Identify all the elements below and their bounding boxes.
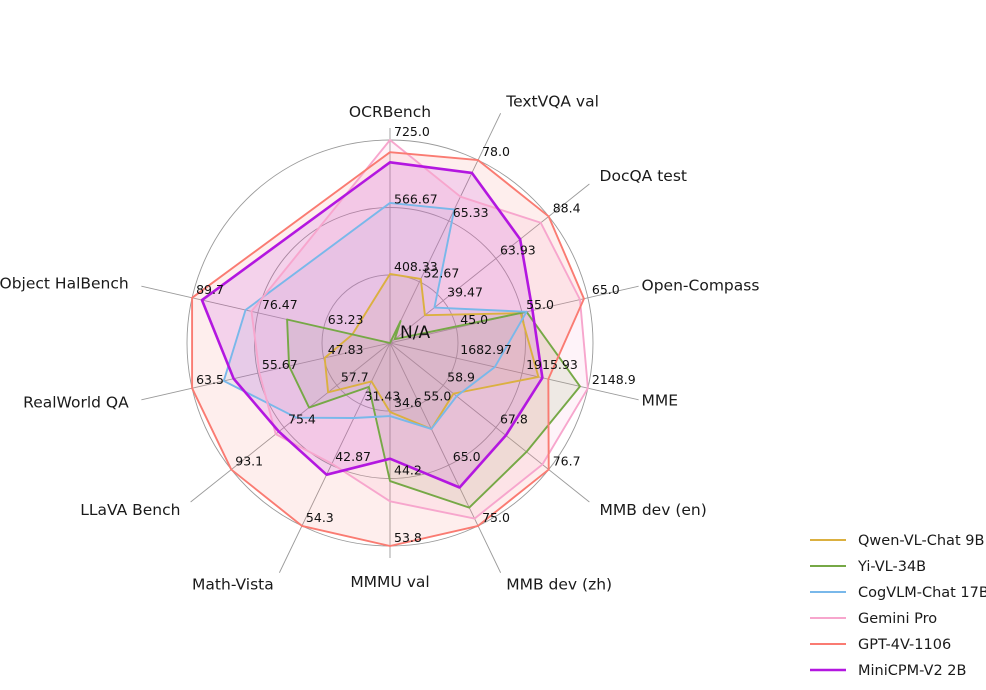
tick-label: 67.8 <box>500 411 528 426</box>
axis-spoke-realworld-qa <box>141 342 391 401</box>
tick-label: 34.6 <box>394 395 422 410</box>
spoke-layer <box>141 113 639 573</box>
series-line-gpt-4v-1106 <box>191 151 585 547</box>
tick-label: 1682.97 <box>460 342 512 357</box>
axis-spoke-docqa-test <box>389 183 590 344</box>
tick-label: 65.0 <box>453 449 481 464</box>
series-line-gemini-pro <box>250 139 589 520</box>
tick-label: 47.83 <box>328 342 364 357</box>
tick-label: 75.4 <box>288 411 316 426</box>
tick-label: 2148.9 <box>592 372 636 387</box>
axis-spoke-mme <box>389 342 639 401</box>
axis-label-docqa-test: DocQA test <box>600 167 687 185</box>
legend-label-gemini-pro[interactable]: Gemini Pro <box>858 611 937 627</box>
tick-label: 63.5 <box>196 372 224 387</box>
tick-label: 52.67 <box>423 266 459 281</box>
tick-label: 65.33 <box>453 205 489 220</box>
tick-label: 55.0 <box>526 297 554 312</box>
tick-label: 55.67 <box>262 357 298 372</box>
tick-label: 45.0 <box>460 312 488 327</box>
tick-label: 88.4 <box>553 200 581 215</box>
tick-label: 566.67 <box>394 192 438 207</box>
axis-spoke-mmb-dev-zh- <box>389 342 502 573</box>
tick-label: 39.47 <box>447 285 483 300</box>
axis-label-mme: MME <box>642 391 679 409</box>
series-line-cogvlm-chat-17b <box>222 201 528 430</box>
series-area-qwen-vl-chat-9b <box>324 273 539 429</box>
legend[interactable]: Qwen-VL-Chat 9B Yi-VL-34B CogVLM-Chat 17B G… <box>810 533 986 679</box>
axis-label-math-vista: Math-Vista <box>192 575 274 593</box>
tick-label: 76.7 <box>553 454 581 469</box>
tick-label: 54.3 <box>306 510 334 525</box>
axis-label-mmb-dev-zh-: MMB dev (zh) <box>506 575 612 593</box>
axis-label-mmmu-val: MMMU val <box>350 573 429 591</box>
axis-label-realworld-qa: RealWorld QA <box>23 394 129 412</box>
tick-label: 78.0 <box>482 144 510 159</box>
series-area-minicpm-v2-2b <box>201 162 543 488</box>
tick-labels: 408.33 566.67 725.0 52.67 65.33 78.0 39.47 63.9… <box>196 124 636 545</box>
tick-label: 408.33 <box>394 259 438 274</box>
axis-label-object-halbench: Object HalBench <box>0 274 129 292</box>
legend-label-minicpm-v2-2b[interactable]: MiniCPM-V2 2B <box>858 663 966 679</box>
tick-label: 75.0 <box>482 510 510 525</box>
axis-label-textvqa-val: TextVQA val <box>505 93 599 111</box>
tick-label: 31.43 <box>365 388 401 403</box>
tick-label: 63.23 <box>328 312 364 327</box>
tick-label: 725.0 <box>394 124 430 139</box>
legend-label-cogvlm-chat-17b[interactable]: CogVLM-Chat 17B <box>858 585 986 601</box>
series-areas <box>192 140 588 546</box>
legend-label-gpt-4v-1106[interactable]: GPT-4V-1106 <box>858 637 951 653</box>
axis-label-open-compass: Open-Compass <box>642 277 760 295</box>
axis-spoke-mmb-dev-en- <box>389 342 590 503</box>
legend-label-yi-vl-34b[interactable]: Yi-VL-34B <box>857 559 926 575</box>
tick-label: 1915.93 <box>526 357 578 372</box>
axis-label-mmb-dev-en-: MMB dev (en) <box>600 501 707 519</box>
tick-label: 76.47 <box>262 297 298 312</box>
series-area-yi-vl-34b <box>287 311 580 508</box>
tick-label: 44.2 <box>394 463 422 478</box>
axis-label-ocrbench: OCRBench <box>349 103 431 121</box>
series-line-minicpm-v2-2b <box>200 161 544 489</box>
axis-label-llava-bench: LLaVA Bench <box>80 501 180 519</box>
tick-label: 65.0 <box>592 282 620 297</box>
series-area-gpt-4v-1106 <box>192 152 584 546</box>
axis-spoke-textvqa-val <box>389 113 502 344</box>
tick-label: 53.8 <box>394 530 422 545</box>
tick-label: 57.7 <box>341 369 369 384</box>
series-area-gemini-pro <box>251 140 588 519</box>
axis-spoke-llava-bench <box>190 342 391 503</box>
tick-label: 55.0 <box>423 388 451 403</box>
series-lines <box>191 139 589 547</box>
na-label: N/A <box>400 323 430 343</box>
na-annotation: N/A <box>400 323 430 343</box>
tick-label: 58.9 <box>447 369 475 384</box>
tick-label: 42.87 <box>335 449 371 464</box>
tick-label: 89.7 <box>196 282 224 297</box>
axis-labels: OCRBench TextVQA val DocQA test Open-Compas… <box>0 93 759 594</box>
legend-label-qwen-vl-chat-9b[interactable]: Qwen-VL-Chat 9B <box>858 533 984 549</box>
series-line-yi-vl-34b <box>286 310 581 509</box>
tick-label: 63.93 <box>500 243 536 258</box>
tick-label: 93.1 <box>235 454 263 469</box>
series-area-cogvlm-chat-17b <box>223 202 527 429</box>
